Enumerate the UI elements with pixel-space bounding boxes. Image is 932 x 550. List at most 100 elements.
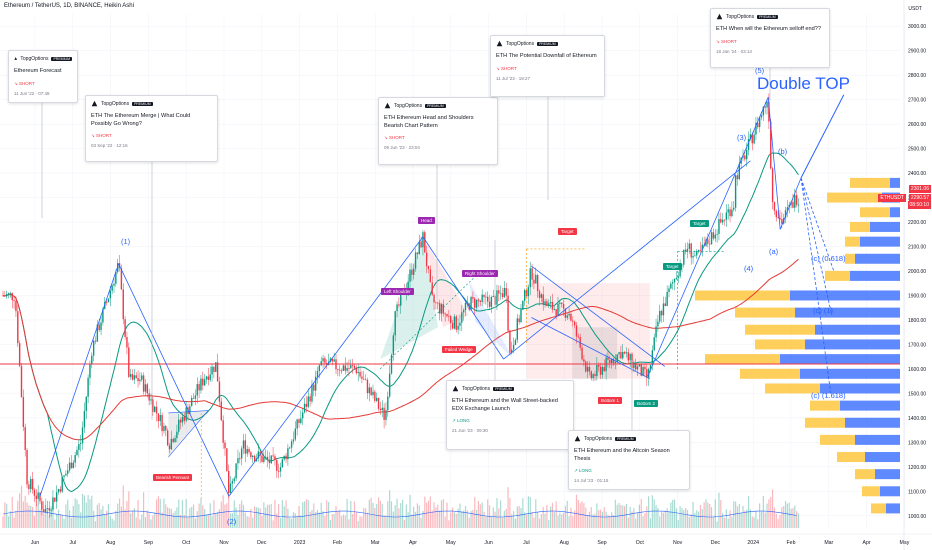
candle-body	[135, 375, 137, 379]
volume-profile-up-bar	[850, 177, 890, 188]
candle-body	[348, 368, 350, 369]
volume-bar	[779, 515, 781, 528]
time-tick-label: Apr	[863, 540, 871, 546]
candle-body	[4, 295, 6, 297]
idea-card-altcoin[interactable]: TopgOptions PREMIUM ETH Ethereum and the …	[568, 430, 690, 490]
wave-2-down-line	[118, 263, 230, 497]
candle-body	[105, 301, 108, 303]
volume-bar	[109, 515, 111, 528]
volume-bar	[340, 516, 343, 528]
time-tick-label: Sep	[144, 540, 153, 546]
candle-body	[777, 217, 779, 219]
volume-bar	[102, 505, 104, 528]
volume-bar	[48, 514, 50, 528]
candle-body	[564, 308, 567, 318]
volume-bar	[265, 507, 267, 528]
volume-bar	[701, 509, 703, 528]
volume-bar	[111, 518, 113, 528]
candle-body	[179, 419, 182, 423]
volume-bar	[492, 507, 494, 528]
author-logo-icon	[452, 385, 459, 392]
time-tick-label: Aug	[106, 540, 115, 546]
candle-body	[662, 303, 665, 316]
candle-body	[287, 448, 289, 460]
volume-bar	[257, 507, 259, 528]
wave-5-label: (5)	[755, 66, 765, 75]
volume-bar	[324, 515, 326, 528]
candle-body	[17, 311, 19, 344]
volume-bar	[439, 510, 441, 528]
idea-card-forecast[interactable]: TopgOptions PREMIUM Ethereum Forecast ↘ S…	[8, 50, 78, 103]
volume-bar	[535, 499, 537, 528]
volume-bar	[15, 510, 17, 528]
volume-bar	[396, 498, 398, 528]
volume-profile-up-bar	[695, 290, 790, 301]
time-tick-label: 2024	[747, 540, 759, 546]
candle-body	[697, 249, 700, 252]
volume-bar	[113, 520, 115, 528]
candle-body	[87, 377, 89, 397]
volume-bar	[468, 517, 470, 528]
candle-body	[609, 359, 611, 363]
volume-bar	[648, 496, 650, 528]
candle-body	[337, 369, 339, 371]
volume-bar	[244, 512, 246, 528]
candle-body	[548, 303, 550, 306]
volume-bar	[272, 520, 274, 528]
candle-body	[96, 324, 99, 342]
idea-card-edx[interactable]: TopgOptions PREMIUM ETH Ethereum and the …	[446, 380, 574, 450]
volume-bar	[592, 514, 594, 528]
candle-body	[683, 249, 685, 265]
volume-bar	[359, 516, 361, 528]
volume-bar	[440, 500, 443, 528]
candle-body	[100, 322, 102, 331]
candle-body	[701, 244, 703, 251]
volume-bar	[289, 517, 291, 528]
candle-body	[679, 264, 681, 277]
candle-body	[710, 232, 713, 245]
volume-bar	[638, 504, 640, 528]
idea-card-selloff[interactable]: TopgOptions PREMIUM ETH When will the Eth…	[710, 8, 830, 68]
candle-body	[568, 313, 570, 316]
volume-profile-down-bar	[820, 383, 900, 394]
candle-body	[281, 459, 284, 468]
price-tick-label: 2000.00	[908, 269, 926, 275]
candle-body	[712, 232, 715, 239]
volume-bar	[226, 503, 228, 528]
idea-card-head-shoulders[interactable]: TopgOptions PREMIUM ETH Ethereum Head and…	[378, 97, 498, 165]
volume-bar	[683, 509, 685, 528]
volume-bar	[631, 511, 633, 528]
volume-bar	[498, 508, 500, 528]
double-top-projection-line	[800, 94, 845, 179]
volume-bar	[255, 507, 258, 528]
price-tick-label: 1400.00	[908, 416, 926, 422]
volume-bar	[772, 489, 774, 528]
volume-bar	[731, 516, 733, 528]
candle-body	[30, 478, 32, 490]
candle-body	[20, 365, 23, 398]
volume-profile-down-bar	[845, 417, 900, 428]
candle-body	[9, 292, 12, 294]
volume-bar	[442, 498, 444, 528]
candle-body	[738, 163, 740, 180]
long-direction-label: ↗ LONG	[452, 418, 470, 424]
volume-bar	[594, 513, 596, 528]
volume-bar	[61, 514, 63, 528]
volume-bar	[501, 517, 504, 528]
volume-bar	[675, 508, 677, 528]
volume-bar	[720, 500, 722, 528]
volume-bar	[32, 506, 34, 528]
volume-bar	[590, 507, 592, 528]
idea-card-merge[interactable]: TopgOptions PREMIUM ETH The Ethereum Merg…	[85, 95, 218, 162]
candle-body	[583, 359, 585, 362]
time-tick-label: Oct	[636, 540, 645, 546]
idea-card-downfall[interactable]: TopgOptions PREMIUM ETH The Potential Dow…	[490, 35, 605, 97]
volume-bar	[400, 503, 402, 528]
volume-bar	[74, 498, 76, 528]
volume-bar	[599, 509, 602, 528]
volume-bar	[194, 518, 196, 528]
volume-bar	[679, 506, 681, 528]
candle-body	[320, 361, 322, 366]
candle-body	[259, 451, 261, 456]
